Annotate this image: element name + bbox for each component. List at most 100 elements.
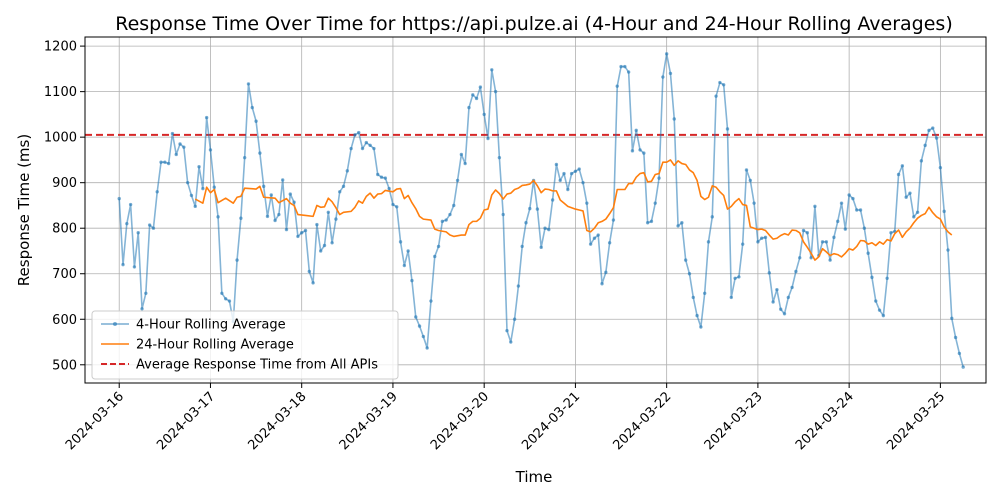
data-point-4h <box>805 231 810 235</box>
data-point-4h <box>398 240 403 244</box>
data-point-4h <box>501 212 505 217</box>
data-point-4h <box>615 84 619 88</box>
data-point-4h <box>364 140 369 145</box>
data-point-4h <box>702 291 707 296</box>
data-point-4h <box>756 240 760 244</box>
data-point-4h <box>520 244 524 249</box>
data-point-4h <box>524 221 528 225</box>
data-point-4h <box>197 165 201 169</box>
data-point-4h <box>908 191 912 195</box>
data-point-4h <box>349 146 353 151</box>
data-point-4h <box>687 272 692 276</box>
data-point-4h <box>832 235 836 240</box>
data-point-4h <box>638 148 642 152</box>
x-axis: 2024-03-16 2024-03-17 2024-03-18 2024-03-19… <box>63 383 948 453</box>
data-point-4h <box>372 146 376 151</box>
data-point-4h <box>653 201 657 205</box>
data-point-4h <box>128 202 133 207</box>
data-point-4h <box>319 249 323 253</box>
data-point-4h <box>836 219 840 224</box>
data-point-4h <box>562 171 566 176</box>
y-tick-label: 800 <box>52 222 77 237</box>
data-point-4h <box>121 262 125 267</box>
data-point-4h <box>185 180 190 185</box>
data-point-4h <box>212 185 216 189</box>
data-point-4h <box>642 151 646 155</box>
data-point-4h <box>554 162 559 167</box>
data-point-4h <box>931 126 935 130</box>
data-point-4h <box>855 208 859 212</box>
data-point-4h <box>239 216 243 220</box>
legend-label: 24-Hour Rolling Average <box>136 338 294 353</box>
data-point-4h <box>691 295 695 300</box>
data-point-4h <box>767 271 771 275</box>
data-point-4h <box>490 68 494 72</box>
data-point-4h <box>459 152 464 157</box>
plot-frame <box>84 36 987 384</box>
data-point-4h <box>261 184 266 189</box>
data-point-4h <box>395 205 399 209</box>
data-point-4h <box>258 151 262 155</box>
data-point-4h <box>383 176 388 180</box>
data-point-4h <box>387 186 391 191</box>
data-point-4h <box>585 201 589 205</box>
y-tick-label: 1000 <box>44 131 77 146</box>
data-point-4h <box>912 215 916 219</box>
x-tick-label: 2024-03-20 <box>428 389 492 453</box>
data-point-4h <box>626 70 631 74</box>
data-point-4h <box>874 299 878 303</box>
chart-title: Response Time Over Time for https://api.… <box>115 13 953 35</box>
data-point-4h <box>429 299 433 303</box>
data-point-4h <box>505 328 509 333</box>
data-point-4h <box>265 214 270 219</box>
data-point-4h <box>779 307 783 311</box>
data-point-4h <box>942 209 946 214</box>
data-point-4h <box>246 82 251 86</box>
data-point-4h <box>801 228 806 233</box>
data-point-4h <box>934 136 939 140</box>
data-point-4h <box>391 202 395 207</box>
data-point-4h <box>904 195 908 199</box>
data-point-4h <box>136 231 140 235</box>
data-point-4h <box>132 265 137 269</box>
x-tick-label: 2024-03-24 <box>793 389 857 453</box>
x-axis-label: Time <box>515 468 553 486</box>
data-point-4h <box>596 233 600 237</box>
data-point-4h <box>710 215 714 219</box>
data-point-4h <box>250 105 254 110</box>
data-point-4h <box>341 184 346 189</box>
y-axis-label: Response Time (ms) <box>15 134 33 286</box>
data-point-4h <box>820 240 825 244</box>
data-point-4h <box>604 270 608 275</box>
y-tick-label: 700 <box>52 267 77 282</box>
y-tick-label: 600 <box>52 313 77 328</box>
y-tick-label: 500 <box>52 358 77 373</box>
data-point-4h <box>839 201 844 205</box>
data-point-4h <box>877 308 882 312</box>
data-point-4h <box>961 365 965 369</box>
data-point-4h <box>649 219 654 224</box>
data-point-4h <box>334 217 338 221</box>
data-point-4h <box>535 207 540 211</box>
data-point-4h <box>953 335 958 340</box>
data-point-4h <box>668 71 673 76</box>
data-point-4h <box>147 223 152 227</box>
data-point-4h <box>851 196 855 201</box>
data-point-4h <box>569 171 574 176</box>
data-point-4h <box>417 324 422 328</box>
data-point-4h <box>729 295 733 300</box>
data-point-4h <box>326 210 331 214</box>
data-point-4h <box>254 119 258 123</box>
data-point-4h <box>402 263 407 268</box>
data-point-4h <box>581 180 585 185</box>
data-point-4h <box>144 291 148 296</box>
data-point-4h <box>600 282 604 286</box>
data-point-4h <box>292 200 296 204</box>
data-point-4h <box>672 117 676 121</box>
y-axis: 500 600 700 800 900 1000 1100 1200 <box>44 40 85 373</box>
data-point-4h <box>379 175 384 179</box>
data-point-4h <box>550 198 555 202</box>
x-tick-label: 2024-03-23 <box>702 389 766 453</box>
data-point-4h <box>353 133 357 137</box>
